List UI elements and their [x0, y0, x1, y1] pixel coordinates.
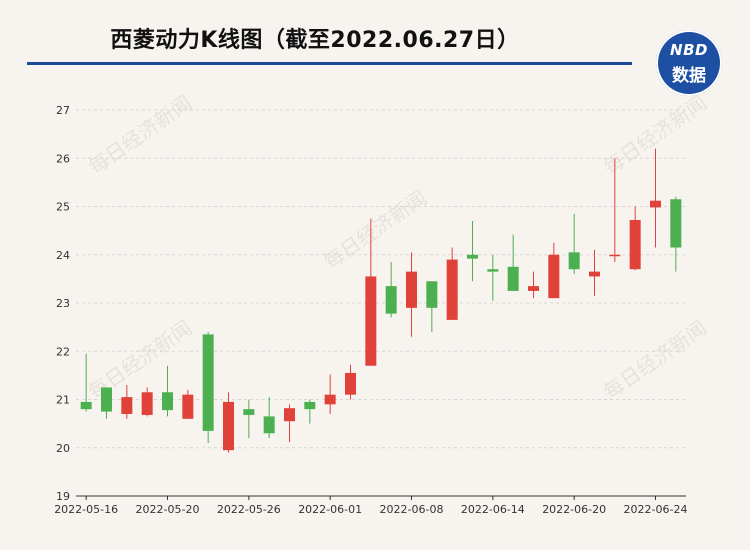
- candle-body: [324, 394, 336, 405]
- candle-body: [589, 271, 600, 277]
- candle-body: [568, 252, 580, 270]
- candle: [426, 281, 438, 332]
- candle: [202, 331, 214, 443]
- watermark-text: 每日经济新闻: [84, 316, 196, 404]
- candle: [162, 365, 173, 417]
- y-tick-label: 20: [56, 442, 70, 455]
- candles: [80, 148, 682, 453]
- candle: [507, 234, 519, 291]
- y-tick-label: 27: [56, 104, 70, 117]
- candle: [121, 385, 133, 419]
- x-axis-ticks: 2022-05-16 2022-05-20 2022-05-26 2022-06-01…: [54, 496, 687, 516]
- title-underline: [27, 62, 632, 65]
- candle-body: [304, 401, 316, 410]
- candle-body: [182, 394, 194, 419]
- candle: [446, 247, 458, 320]
- candle-body: [263, 416, 275, 434]
- candle: [141, 387, 153, 417]
- candle-body: [609, 254, 621, 257]
- candle-body: [243, 409, 255, 415]
- y-tick-label: 23: [56, 297, 70, 310]
- candle: [629, 206, 641, 271]
- candle: [589, 249, 600, 296]
- candle: [223, 392, 234, 453]
- candle: [284, 404, 295, 442]
- candle-body: [345, 372, 356, 395]
- candle: [243, 399, 255, 439]
- logo-line2: 数据: [672, 66, 706, 86]
- candle: [670, 196, 682, 272]
- candle-body: [162, 392, 173, 411]
- candle-body: [284, 408, 295, 422]
- candle-body: [202, 334, 214, 431]
- candle: [487, 254, 499, 301]
- y-tick-label: 19: [56, 490, 70, 503]
- y-axis-ticks: 19 20 21 22 23 24 25 26 27: [56, 104, 70, 503]
- candle: [467, 220, 478, 282]
- x-tick-label: 2022-05-16: [54, 503, 118, 516]
- chart-title: 西菱动力K线图（截至2022.06.27日）: [110, 28, 520, 53]
- y-tick-label: 25: [56, 201, 70, 214]
- y-tick-label: 22: [56, 345, 70, 358]
- candle-body: [446, 259, 458, 320]
- x-tick-label: 2022-06-24: [624, 503, 688, 516]
- watermark-text: 每日经济新闻: [319, 186, 431, 274]
- x-tick-label: 2022-06-20: [542, 503, 606, 516]
- candle-body: [406, 271, 417, 308]
- y-tick-label: 24: [56, 249, 70, 262]
- candle: [182, 389, 194, 419]
- x-tick-label: 2022-05-26: [217, 503, 281, 516]
- candle: [548, 242, 560, 299]
- candle-body: [507, 266, 519, 291]
- candle-body: [426, 281, 438, 308]
- candle-body: [629, 220, 641, 270]
- nbd-logo: NBD 数据: [656, 30, 722, 96]
- candle: [609, 158, 621, 262]
- candle: [324, 374, 336, 414]
- candle-body: [670, 199, 682, 248]
- candle: [650, 148, 661, 248]
- x-tick-label: 2022-06-14: [461, 503, 525, 516]
- x-tick-label: 2022-06-01: [298, 503, 362, 516]
- candle-body: [80, 401, 92, 410]
- candle: [345, 364, 356, 400]
- x-tick-label: 2022-05-20: [136, 503, 200, 516]
- candle: [385, 261, 397, 318]
- candle-body: [487, 269, 499, 272]
- candle-body: [365, 276, 377, 366]
- watermark-text: 每日经济新闻: [599, 316, 711, 404]
- y-tick-label: 26: [56, 152, 70, 165]
- candle-body: [385, 286, 397, 314]
- watermark-text: 每日经济新闻: [84, 91, 196, 179]
- logo-line1: NBD: [670, 41, 708, 59]
- candle: [80, 353, 92, 412]
- candle: [263, 397, 275, 439]
- candle: [568, 213, 580, 275]
- candle-body: [548, 254, 560, 299]
- candle: [365, 218, 377, 366]
- candle: [101, 387, 112, 419]
- candle-body: [528, 286, 539, 291]
- candle-body: [223, 401, 234, 451]
- candle-body: [101, 387, 112, 412]
- candle: [406, 252, 417, 337]
- candle: [304, 399, 316, 424]
- candle-body: [141, 392, 153, 415]
- candle: [528, 271, 539, 299]
- candle-body: [650, 200, 661, 208]
- x-tick-label: 2022-06-08: [380, 503, 444, 516]
- candle-body: [121, 397, 133, 414]
- y-tick-label: 21: [56, 394, 70, 407]
- candle-body: [467, 254, 478, 259]
